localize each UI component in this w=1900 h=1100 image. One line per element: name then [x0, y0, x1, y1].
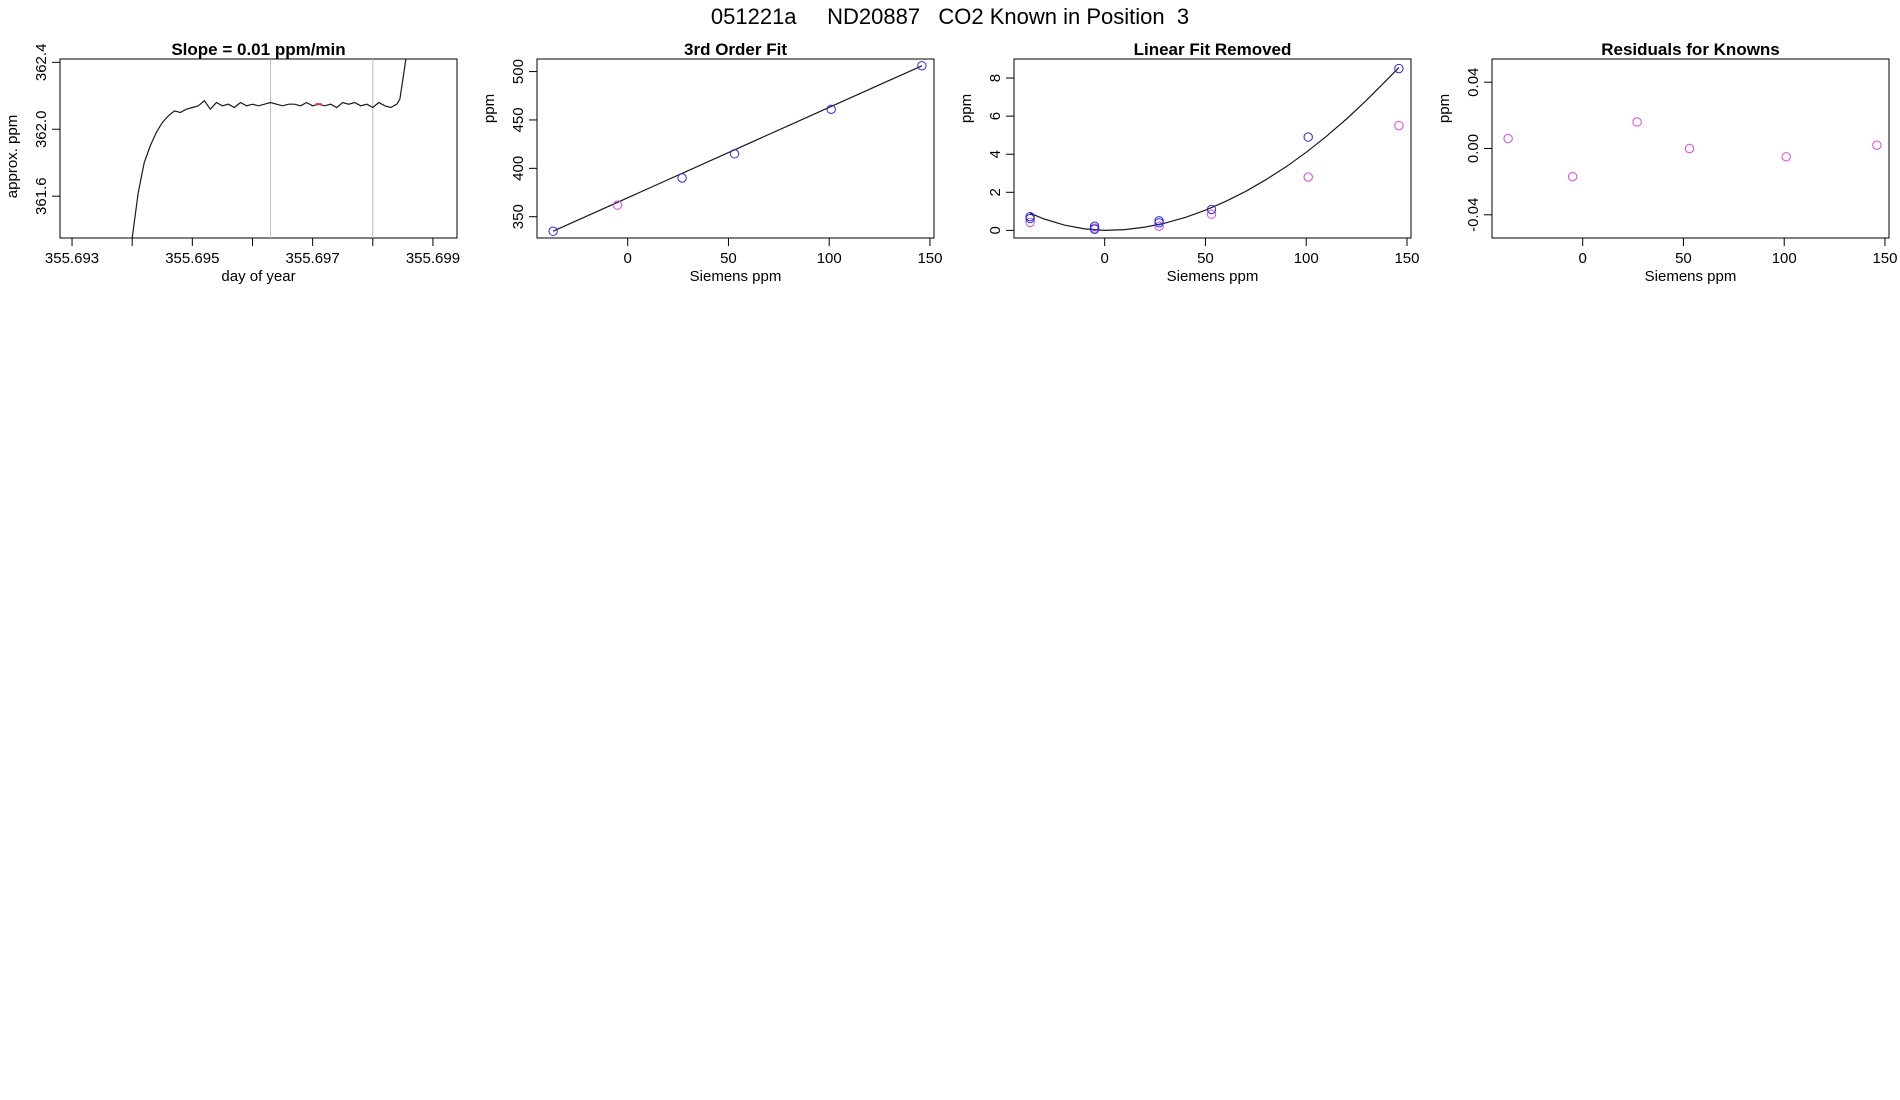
blue-point	[729, 149, 740, 159]
blue-point	[826, 104, 836, 115]
fit-line	[552, 65, 923, 232]
y-tick-label: 500	[510, 59, 527, 84]
blue-point	[1089, 224, 1100, 234]
y-tick-label: 362.0	[33, 110, 50, 148]
blue-point	[917, 61, 927, 71]
magenta-point	[612, 200, 623, 210]
y-axis-label: ppm	[958, 94, 975, 123]
chart-title: Slope = 0.01 ppm/min	[171, 40, 345, 59]
y-tick-label: 450	[510, 107, 527, 132]
y-tick-label: -0.04	[1465, 198, 1482, 232]
plot-frame	[1491, 58, 1890, 239]
plot-area	[1029, 67, 1400, 232]
y-axis-label: approx. ppm	[4, 115, 21, 198]
magenta-point	[1154, 221, 1164, 231]
y-axis-label: ppm	[1436, 94, 1453, 123]
chart-title: Residuals for Knowns	[1601, 40, 1780, 59]
x-tick-label: 355.693	[45, 250, 99, 267]
x-tick-label: 50	[1675, 250, 1692, 267]
magenta-point	[1025, 217, 1035, 228]
x-tick-label: 150	[1394, 250, 1419, 267]
x-tick-label: 100	[1294, 250, 1319, 267]
x-tick-label: 100	[1772, 250, 1797, 267]
x-tick-label: 355.695	[165, 250, 219, 267]
y-tick-label: 400	[510, 156, 527, 181]
x-axis-label: Siemens ppm	[690, 268, 782, 285]
blue-point	[1206, 204, 1217, 215]
blue-point	[1025, 211, 1035, 222]
page-title: 051221a ND20887 CO2 Known in Position 3	[710, 4, 1190, 29]
y-tick-label: 361.6	[33, 177, 50, 215]
series-line	[131, 59, 407, 238]
y-tick-label: 0	[987, 226, 1004, 234]
chart-title: Linear Fit Removed	[1134, 40, 1292, 59]
plot-frame	[536, 58, 935, 239]
x-axis-label: day of year	[221, 268, 295, 285]
y-axis-label: ppm	[481, 94, 498, 123]
x-tick-label: 355.697	[286, 250, 340, 267]
fit-curve	[1029, 67, 1400, 232]
y-tick-label: 362.4	[33, 44, 50, 82]
y-tick-label: 0.04	[1465, 68, 1482, 97]
x-tick-label: 100	[817, 250, 842, 267]
x-tick-label: 0	[1101, 250, 1109, 267]
chart-title: 3rd Order Fit	[684, 40, 787, 59]
x-tick-label: 50	[720, 250, 737, 267]
magenta-point	[1303, 172, 1313, 182]
magenta-point	[1632, 117, 1642, 127]
y-tick-label: 8	[987, 74, 1004, 82]
x-tick-label: 0	[624, 250, 632, 267]
blue-point	[1089, 221, 1100, 231]
x-axis-label: Siemens ppm	[1645, 268, 1737, 285]
x-axis-label: Siemens ppm	[1167, 268, 1259, 285]
x-tick-label: 50	[1197, 250, 1214, 267]
plot-area	[131, 59, 407, 238]
y-tick-label: 2	[987, 188, 1004, 196]
y-tick-label: 6	[987, 112, 1004, 120]
chart-slope: Slope = 0.01 ppm/min 355.693 355.695 355.69…	[4, 40, 460, 285]
x-tick-label: 355.699	[406, 250, 460, 267]
magenta-point	[1684, 143, 1695, 154]
y-tick-label: 350	[510, 204, 527, 229]
blue-point	[548, 226, 558, 236]
chart-linear-removed: Linear Fit Removed 0 50 100 150 0 2 4 6 8 Siemens …	[958, 40, 1419, 285]
magenta-point	[1781, 152, 1791, 162]
chart-third-order: 3rd Order Fit 0 50 100 150 350 400 450 500 Siemen…	[481, 40, 942, 285]
magenta-point	[1503, 133, 1513, 144]
blue-point	[677, 173, 687, 183]
chart-residuals: Residuals for Knowns 0 50 100 150 -0.04 0.00 0.…	[1436, 40, 1897, 285]
plot-area	[552, 65, 923, 232]
magenta-point	[1206, 209, 1217, 219]
blue-point	[1154, 216, 1164, 226]
blue-point	[1394, 63, 1404, 74]
magenta-point	[1872, 140, 1882, 150]
magenta-point	[1567, 171, 1578, 182]
x-tick-label: 0	[1579, 250, 1587, 267]
plot-frame	[1013, 58, 1412, 239]
blue-point	[1303, 132, 1313, 142]
y-tick-label: 4	[987, 150, 1004, 158]
magenta-point	[1394, 120, 1404, 131]
x-tick-label: 150	[917, 250, 942, 267]
x-tick-label: 150	[1872, 250, 1897, 267]
charts-canvas: Slope = 0.01 ppm/min 355.693 355.695 355.69…	[4, 40, 1897, 285]
plot-frame	[59, 58, 458, 239]
y-tick-label: 0.00	[1465, 134, 1482, 163]
